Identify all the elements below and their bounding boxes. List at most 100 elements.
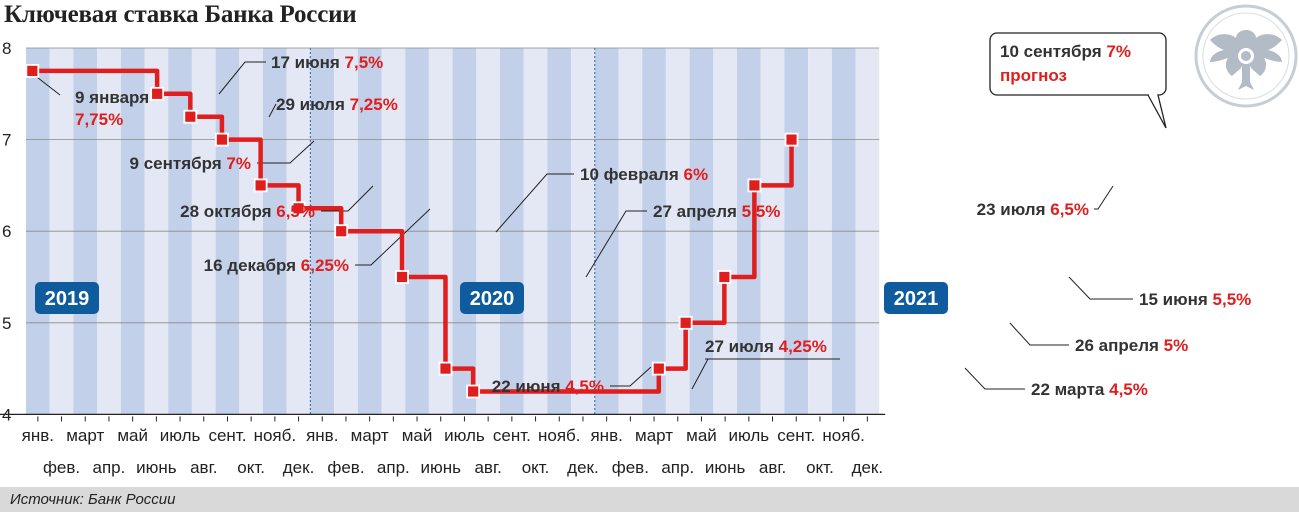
callout-pointer bbox=[1147, 94, 1167, 129]
leader-line bbox=[495, 173, 574, 233]
gridlines bbox=[26, 47, 880, 415]
leader-line bbox=[585, 210, 647, 278]
year-label: 2021 bbox=[894, 288, 939, 310]
annotation-date: 26 апреля bbox=[1075, 336, 1164, 355]
x-tick-label: июнь bbox=[136, 458, 177, 477]
bank-of-russia-eagle-icon bbox=[1194, 4, 1298, 108]
rate-point bbox=[466, 384, 481, 399]
annotation-date: 29 июля bbox=[276, 95, 350, 114]
annotation-value: 4,25% bbox=[779, 337, 827, 356]
annotation-date: 9 сентября bbox=[130, 154, 227, 173]
x-tick-label: март bbox=[351, 426, 389, 445]
x-tick-label: окт. bbox=[237, 458, 265, 477]
rate-point bbox=[25, 64, 40, 78]
annotation-date: 28 октября bbox=[180, 202, 276, 221]
leader-line bbox=[691, 358, 709, 390]
callout-text: прогноз bbox=[1000, 66, 1067, 85]
rate-point bbox=[215, 132, 229, 147]
x-tick-label: дек. bbox=[283, 458, 315, 477]
y-tick-label: 4 bbox=[2, 405, 11, 424]
annotation-value: 6% bbox=[683, 165, 708, 184]
leader-line bbox=[218, 61, 266, 95]
x-tick-label: июнь bbox=[421, 458, 462, 477]
x-tick-label: сент. bbox=[777, 426, 815, 445]
callout-text: 10 сентября 7% bbox=[1000, 42, 1131, 61]
year-badge bbox=[460, 282, 524, 314]
x-tick-label: нояб. bbox=[822, 426, 865, 445]
callout-value: 7% bbox=[1106, 42, 1131, 61]
annotation-value: 6,25% bbox=[301, 256, 349, 275]
x-tick-label: сент. bbox=[208, 426, 246, 445]
leader-line bbox=[964, 367, 1025, 390]
annotation-value: 6,5% bbox=[276, 202, 315, 221]
chart-title: Ключевая ставка Банка России bbox=[4, 1, 357, 28]
x-tick-label: апр. bbox=[93, 458, 126, 477]
rate-annotation: 16 декабря 6,25% bbox=[204, 256, 349, 275]
year-label: 2019 bbox=[45, 288, 90, 310]
rate-annotation: 23 июля 6,5% bbox=[977, 200, 1089, 219]
annotation-date: 9 января bbox=[75, 88, 149, 107]
year-badges: 2019 2020 2021 bbox=[35, 282, 948, 314]
rate-point bbox=[678, 315, 693, 330]
x-tick-label: окт. bbox=[806, 458, 834, 477]
axis-ticks: 4 5 6 7 8 янв. фев. март апр. май июнь июль авг. сент… bbox=[0, 39, 886, 477]
rate-point bbox=[717, 270, 732, 284]
annotation-date: 15 июня bbox=[1139, 290, 1213, 309]
x-tick-label: фев. bbox=[43, 458, 80, 477]
x-tick-label: июль bbox=[444, 426, 485, 445]
x-tick-label: июль bbox=[729, 426, 770, 445]
rate-markers bbox=[25, 64, 799, 399]
annotation-value: 5,5% bbox=[742, 202, 781, 221]
annotation-date: 10 февраля bbox=[580, 165, 683, 184]
annotation-date: 17 июня bbox=[271, 53, 345, 72]
leader-line bbox=[257, 140, 315, 164]
annotation-date: 16 декабря bbox=[204, 256, 301, 275]
callout-date: 10 сентября bbox=[1000, 42, 1106, 61]
x-tick-label: июнь bbox=[705, 458, 746, 477]
year-label: 2020 bbox=[470, 288, 515, 310]
year-badge bbox=[884, 282, 948, 314]
x-tick-label: сент. bbox=[493, 426, 531, 445]
year-badge bbox=[35, 282, 99, 314]
rate-point bbox=[651, 361, 666, 376]
annotation-value: 7,75% bbox=[75, 110, 123, 129]
source-note: Источник: Банк России bbox=[10, 491, 176, 508]
leader-line bbox=[1068, 276, 1133, 300]
rate-annotation: 26 апреля 5% bbox=[1075, 336, 1188, 355]
rate-point bbox=[150, 86, 165, 101]
y-tick-label: 8 bbox=[2, 39, 11, 58]
x-tick-label: окт. bbox=[522, 458, 550, 477]
rate-annotation: 17 июня 7,5% bbox=[271, 53, 383, 72]
x-tick-label: март bbox=[66, 426, 104, 445]
rate-point bbox=[395, 270, 409, 284]
forecast-callout: 10 сентября 7% прогноз bbox=[989, 32, 1167, 129]
x-tick-label: авг. bbox=[474, 458, 501, 477]
leader-line bbox=[355, 208, 431, 266]
x-tick-label: нояб. bbox=[254, 426, 297, 445]
annotation-value: 4,5% bbox=[1109, 380, 1148, 399]
callout-forecast: прогноз bbox=[1000, 66, 1067, 85]
rate-annotation: 7,75% bbox=[75, 110, 123, 129]
x-tick-label: май bbox=[117, 426, 148, 445]
leader-line bbox=[321, 185, 374, 212]
callout-box bbox=[989, 32, 1167, 96]
source-bar: Источник: Банк России bbox=[0, 487, 1299, 512]
rate-annotation: 22 июня 4,5% bbox=[492, 377, 604, 396]
annotation-leaders bbox=[32, 61, 1133, 390]
leader-line bbox=[268, 103, 277, 118]
annotation-value: 7,25% bbox=[350, 95, 398, 114]
rate-point bbox=[784, 132, 799, 147]
annotation-value: 4,5% bbox=[565, 377, 604, 396]
x-tick-label: фев. bbox=[612, 458, 649, 477]
rate-point bbox=[253, 178, 268, 193]
annotation-value: 7% bbox=[226, 154, 251, 173]
x-tick-label: дек. bbox=[852, 458, 884, 477]
rate-annotation: 22 марта 4,5% bbox=[1031, 380, 1148, 399]
x-tick-label: авг. bbox=[759, 458, 786, 477]
x-tick-label: нояб. bbox=[538, 426, 581, 445]
annotation-value: 5,5% bbox=[1213, 290, 1252, 309]
x-tick-label: авг. bbox=[190, 458, 217, 477]
y-tick-label: 6 bbox=[2, 222, 11, 241]
rate-point bbox=[183, 109, 198, 124]
